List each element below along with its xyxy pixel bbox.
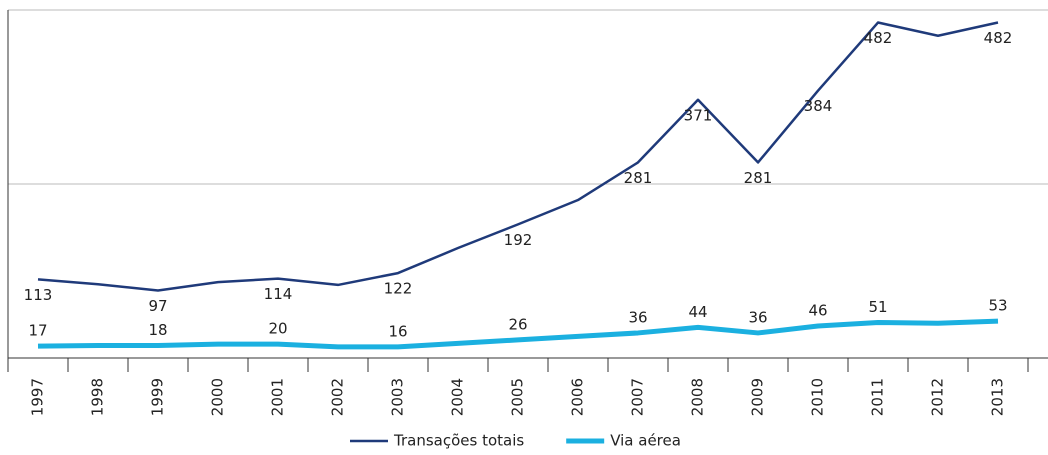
x-tick-label: 2008 <box>689 378 707 416</box>
data-label: 281 <box>744 169 773 187</box>
data-label: 122 <box>384 280 413 298</box>
x-tick-label: 2006 <box>569 378 587 416</box>
x-tick-label: 2013 <box>989 378 1007 416</box>
data-label: 46 <box>808 301 827 319</box>
legend-label: Transações totais <box>393 432 524 450</box>
data-label: 97 <box>148 297 167 315</box>
x-tick-label: 1999 <box>149 378 167 416</box>
x-tick-label: 2009 <box>749 378 767 416</box>
legend-label: Via aérea <box>610 432 681 450</box>
x-tick-label: 2000 <box>209 378 227 416</box>
data-label: 482 <box>984 29 1013 47</box>
data-label: 482 <box>864 29 893 47</box>
data-label: 384 <box>804 97 833 115</box>
data-label: 281 <box>624 169 653 187</box>
x-tick-label: 2007 <box>629 378 647 416</box>
x-tick-label: 2010 <box>809 378 827 416</box>
data-label: 53 <box>988 297 1007 315</box>
data-label: 36 <box>748 308 767 326</box>
x-tick-label: 1997 <box>29 378 47 416</box>
data-label: 113 <box>24 286 53 304</box>
series-line <box>37 21 999 292</box>
data-label: 114 <box>264 285 293 303</box>
data-label: 17 <box>28 322 47 340</box>
x-tick-label: 2001 <box>269 378 287 416</box>
data-label: 36 <box>628 308 647 326</box>
x-tick-label: 2002 <box>329 378 347 416</box>
x-tick-label: 2012 <box>929 378 947 416</box>
series-line <box>37 318 999 350</box>
data-label: 20 <box>268 320 287 338</box>
data-label: 371 <box>684 106 713 124</box>
x-tick-label: 2004 <box>449 378 467 416</box>
data-label: 26 <box>508 315 527 333</box>
data-label: 192 <box>504 231 533 249</box>
x-tick-label: 2011 <box>869 378 887 416</box>
data-label: 18 <box>148 321 167 339</box>
x-tick-label: 1998 <box>89 378 107 416</box>
data-label: 16 <box>388 322 407 340</box>
x-tick-label: 2003 <box>389 378 407 416</box>
x-tick-label: 2005 <box>509 378 527 416</box>
data-label: 51 <box>868 298 887 316</box>
data-label: 44 <box>688 303 707 321</box>
